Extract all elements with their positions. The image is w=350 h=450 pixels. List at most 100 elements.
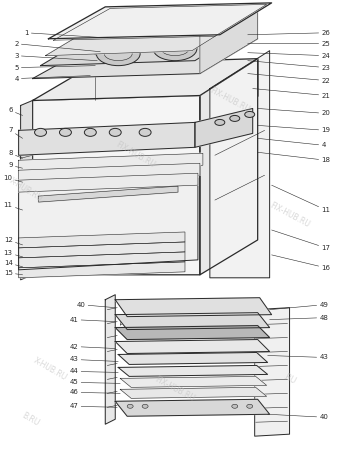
- Text: 41: 41: [70, 317, 115, 323]
- Text: 23: 23: [248, 61, 330, 71]
- Polygon shape: [19, 262, 185, 278]
- Text: B.RU: B.RU: [20, 411, 41, 428]
- Ellipse shape: [60, 128, 71, 136]
- Ellipse shape: [96, 42, 140, 66]
- Polygon shape: [255, 308, 289, 436]
- Ellipse shape: [215, 119, 225, 126]
- Text: FIX-HUB.RU: FIX-HUB.RU: [114, 140, 156, 170]
- Text: 17: 17: [272, 230, 330, 251]
- Text: 1: 1: [24, 30, 105, 38]
- Ellipse shape: [127, 404, 133, 408]
- Text: 16: 16: [272, 255, 330, 271]
- Ellipse shape: [96, 39, 124, 53]
- Polygon shape: [33, 58, 258, 100]
- Polygon shape: [115, 326, 270, 340]
- Text: 18: 18: [258, 152, 330, 163]
- Text: 11: 11: [272, 185, 330, 213]
- Polygon shape: [49, 3, 272, 39]
- Polygon shape: [195, 108, 253, 147]
- Text: 4: 4: [258, 138, 326, 148]
- Text: X-HUB.RU: X-HUB.RU: [7, 176, 44, 204]
- Polygon shape: [115, 399, 270, 416]
- Text: 40: 40: [268, 414, 328, 420]
- Ellipse shape: [88, 34, 132, 58]
- Polygon shape: [41, 27, 250, 66]
- Text: 3: 3: [14, 53, 97, 61]
- Text: 6: 6: [8, 108, 23, 116]
- Polygon shape: [210, 51, 270, 278]
- Polygon shape: [115, 298, 272, 317]
- Text: 12: 12: [4, 237, 23, 245]
- Ellipse shape: [151, 34, 179, 48]
- Text: 2: 2: [14, 40, 100, 52]
- Polygon shape: [200, 58, 258, 275]
- Polygon shape: [19, 122, 195, 155]
- Polygon shape: [118, 352, 268, 365]
- Text: 22: 22: [248, 74, 330, 84]
- Ellipse shape: [161, 42, 189, 56]
- Polygon shape: [115, 313, 270, 329]
- Polygon shape: [115, 340, 270, 354]
- Polygon shape: [38, 186, 178, 202]
- Polygon shape: [19, 153, 203, 172]
- Text: 44: 44: [70, 369, 118, 374]
- Text: FIX-HUB.RU: FIX-HUB.RU: [268, 201, 311, 230]
- Ellipse shape: [245, 112, 255, 117]
- Text: FIX-HUB.RU: FIX-HUB.RU: [208, 86, 251, 115]
- Text: 4: 4: [14, 76, 90, 81]
- Text: 20: 20: [258, 108, 330, 117]
- Polygon shape: [46, 18, 245, 56]
- Text: 14: 14: [4, 260, 23, 267]
- Polygon shape: [19, 242, 185, 258]
- Polygon shape: [19, 173, 198, 192]
- Polygon shape: [19, 252, 185, 268]
- Ellipse shape: [109, 128, 121, 136]
- Text: 42: 42: [70, 343, 115, 350]
- Polygon shape: [105, 295, 115, 424]
- Text: 13: 13: [4, 250, 23, 257]
- Text: 19: 19: [258, 126, 330, 133]
- Text: 46: 46: [70, 389, 120, 396]
- Text: 43: 43: [70, 356, 118, 362]
- Polygon shape: [200, 11, 258, 74]
- Polygon shape: [33, 39, 258, 79]
- Ellipse shape: [232, 404, 238, 408]
- Polygon shape: [33, 95, 200, 275]
- Ellipse shape: [142, 404, 148, 408]
- Ellipse shape: [230, 116, 240, 122]
- Text: 49: 49: [270, 302, 328, 310]
- Polygon shape: [120, 387, 267, 398]
- Text: 47: 47: [70, 403, 117, 410]
- Polygon shape: [19, 232, 185, 248]
- Text: 9: 9: [8, 162, 23, 168]
- Text: 25: 25: [248, 40, 330, 47]
- Ellipse shape: [247, 404, 253, 408]
- Ellipse shape: [143, 29, 187, 53]
- Text: X-HUB.RU: X-HUB.RU: [32, 356, 69, 382]
- Text: 5: 5: [14, 65, 95, 71]
- Ellipse shape: [139, 128, 151, 136]
- Text: 11: 11: [4, 202, 23, 210]
- Ellipse shape: [84, 128, 96, 136]
- Polygon shape: [19, 163, 200, 182]
- Text: 24: 24: [248, 53, 330, 59]
- Text: .RU: .RU: [282, 372, 298, 387]
- Text: 40: 40: [77, 302, 115, 308]
- Text: 48: 48: [270, 315, 328, 321]
- Text: 21: 21: [253, 89, 330, 99]
- Ellipse shape: [153, 37, 197, 61]
- Text: 10: 10: [4, 175, 23, 182]
- Ellipse shape: [35, 128, 47, 136]
- Polygon shape: [120, 376, 267, 387]
- Text: 7: 7: [8, 127, 23, 138]
- Polygon shape: [21, 100, 33, 280]
- Text: 45: 45: [70, 379, 120, 385]
- Text: FIX-HUB.RU: FIX-HUB.RU: [154, 375, 196, 404]
- Text: 26: 26: [248, 30, 330, 36]
- Text: 43: 43: [268, 355, 328, 360]
- Text: 8: 8: [8, 150, 23, 158]
- Polygon shape: [118, 365, 268, 376]
- Text: 15: 15: [4, 270, 23, 276]
- Ellipse shape: [104, 47, 132, 61]
- Polygon shape: [19, 178, 198, 270]
